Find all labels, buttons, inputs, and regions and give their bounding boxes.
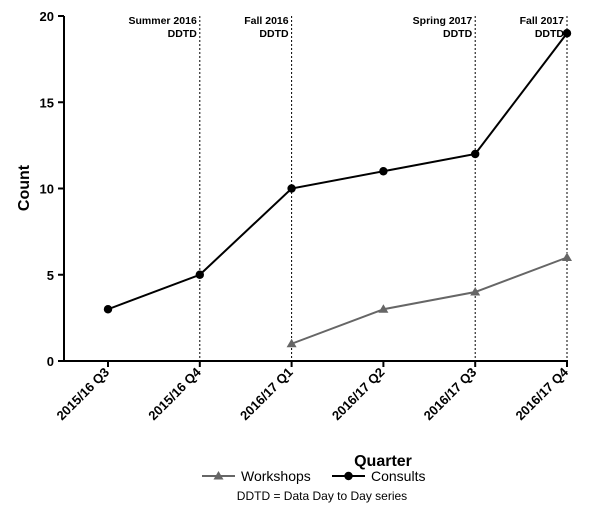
circle-marker-icon: [344, 471, 353, 481]
legend-consults-label: Consults: [371, 468, 425, 484]
annotation-3-line1: Spring 2017: [413, 15, 473, 27]
y-axis-ticks: 0 5 10 15 20: [40, 9, 64, 369]
annotation-1-line2: DDTD: [168, 28, 198, 40]
footnote: DDTD = Data Day to Day series: [237, 489, 407, 503]
axes: [63, 16, 568, 362]
annotation-2-line1: Fall 2016: [244, 15, 289, 27]
point-workshops-2016-17-q1: [286, 338, 297, 348]
point-consults-2016-17-q2: [379, 167, 388, 176]
series-line-workshops: [291, 256, 568, 345]
x-tick-label-2016-17-q1: 2016/17 Q1: [237, 365, 296, 424]
y-tick-label-10: 10: [40, 182, 54, 197]
point-consults-2016-17-q1: [287, 184, 296, 193]
annotation-2-line2: DDTD: [259, 28, 289, 40]
legend-item-workshops: Workshops: [202, 468, 311, 484]
y-axis-title: Count: [16, 164, 33, 211]
annotation-3-line2: DDTD: [443, 28, 473, 40]
triangle-marker-icon: [213, 471, 224, 480]
y-tick-label-0: 0: [47, 354, 54, 369]
y-tick-label-20: 20: [40, 9, 54, 24]
annotation-1-line1: Summer 2016: [129, 15, 197, 27]
point-consults-2015-16-q3: [103, 305, 113, 314]
x-tick-label-2016-17-q2: 2016/17 Q2: [329, 365, 388, 424]
x-axis-ticks: 2015/16 Q3 2015/16 Q4 2016/17 Q1 2016/17 Q2…: [53, 361, 572, 424]
x-tick-label-2015-16-q4: 2015/16 Q4: [145, 364, 204, 423]
x-tick-label-2015-16-q3: 2015/16 Q3: [53, 365, 112, 424]
annotation-4-line2: DDTD: [535, 28, 565, 40]
point-consults-2016-17-q3: [471, 149, 480, 159]
x-tick-label-2016-17-q3: 2016/17 Q3: [421, 365, 480, 424]
x-axis-title: Quarter: [354, 453, 412, 470]
y-tick-label-5: 5: [47, 268, 54, 283]
series-line-consults: [107, 32, 568, 311]
point-workshops-2016-17-q4: [562, 252, 572, 261]
legend-workshops-label: Workshops: [241, 468, 311, 484]
annotation-4-line1: Fall 2017: [520, 15, 565, 27]
point-workshops-2016-17-q2: [378, 304, 389, 313]
point-consults-2016-17-q4: [562, 29, 572, 38]
legend-item-consults: Consults: [332, 468, 425, 484]
point-consults-2015-16-q4: [195, 270, 204, 279]
series-group: [103, 29, 572, 348]
y-tick-label-15: 15: [40, 95, 54, 110]
point-workshops-2016-17-q3: [470, 287, 481, 296]
x-tick-label-2016-17-q4: 2016/17 Q4: [512, 364, 571, 423]
legend: Workshops Consults: [202, 468, 425, 484]
